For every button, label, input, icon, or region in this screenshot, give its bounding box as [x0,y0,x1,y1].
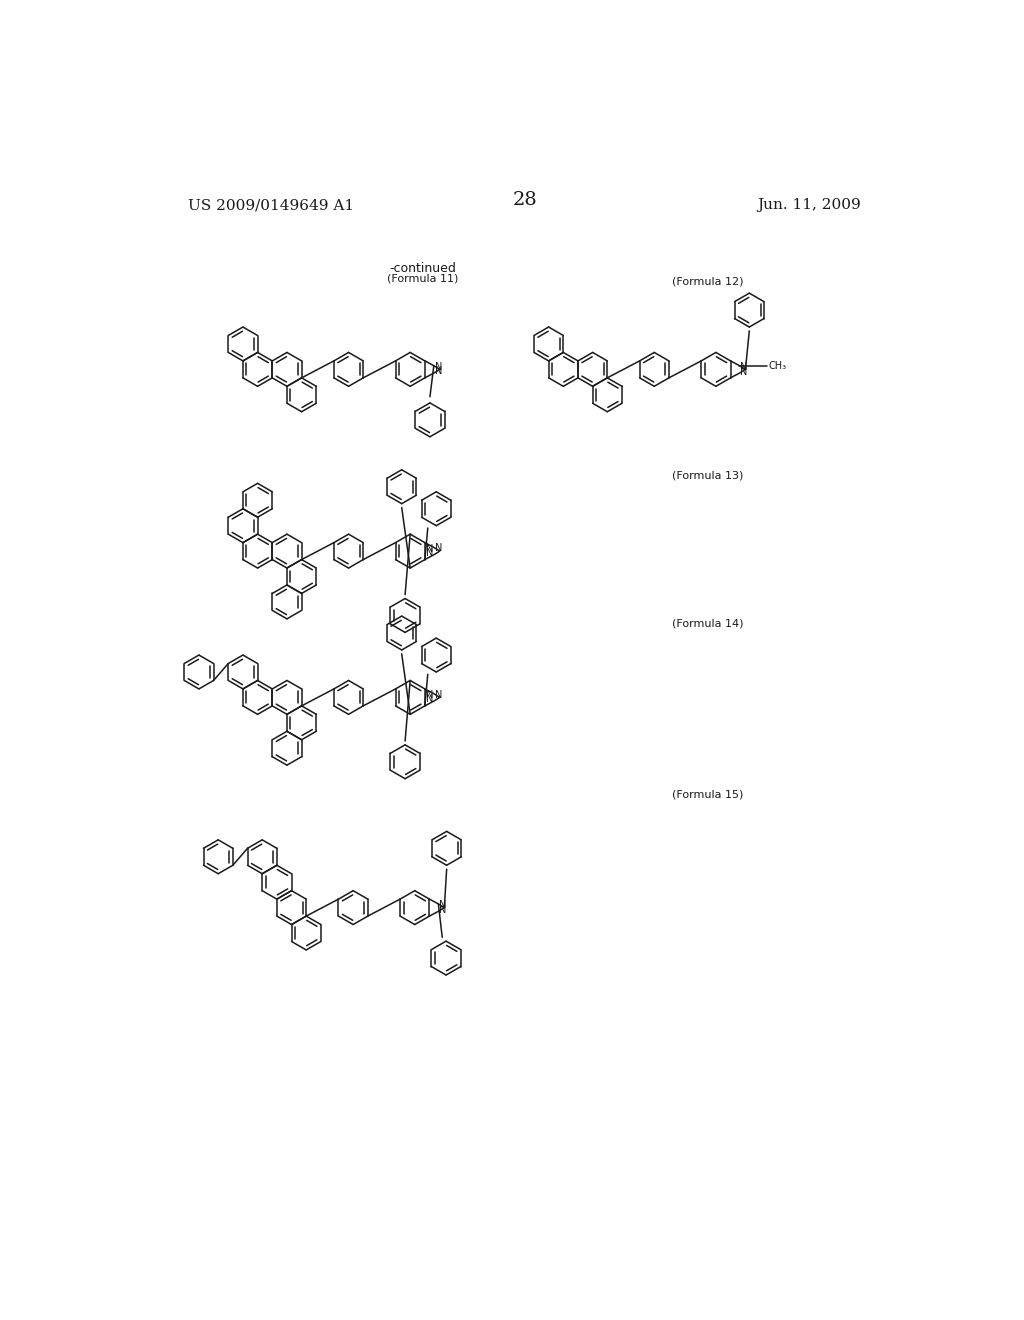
Text: -continued: -continued [390,263,457,276]
Text: N: N [426,694,434,705]
Text: (Formula 15): (Formula 15) [672,789,743,800]
Text: N: N [740,362,748,371]
Text: N: N [740,367,748,378]
Text: Jun. 11, 2009: Jun. 11, 2009 [758,198,861,213]
Text: N: N [434,689,442,700]
Text: (Formula 13): (Formula 13) [672,470,743,480]
Text: (Formula 14): (Formula 14) [672,618,743,628]
Text: 28: 28 [512,190,538,209]
Text: N: N [426,690,434,701]
Text: US 2009/0149649 A1: US 2009/0149649 A1 [188,198,354,213]
Text: (Formula 12): (Formula 12) [672,276,743,286]
Text: N: N [439,906,446,916]
Text: N: N [439,900,446,909]
Text: N: N [434,544,442,553]
Text: N: N [435,362,442,372]
Text: N: N [426,544,434,554]
Text: (Formula 11): (Formula 11) [387,275,459,284]
Text: N: N [426,548,434,558]
Text: N: N [435,367,442,376]
Text: CH₃: CH₃ [768,360,786,371]
